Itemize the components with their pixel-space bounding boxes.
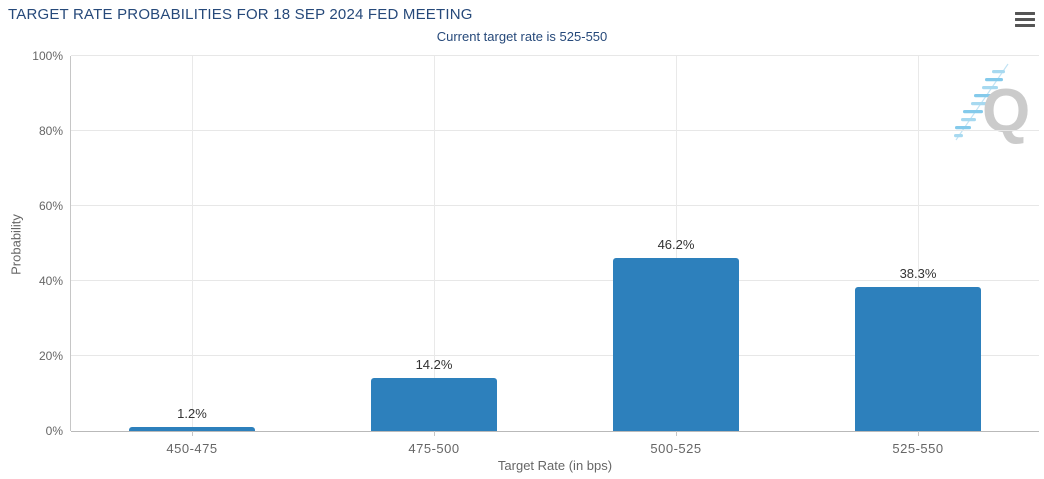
chart-subtitle: Current target rate is 525-550	[436, 29, 608, 44]
x-tick-label-475-500: 475-500	[408, 441, 460, 456]
x-tick-mark-525-550	[918, 431, 919, 436]
gridline-x-500-525	[676, 56, 677, 431]
bar-value-label-525-550: 38.3%	[899, 266, 937, 282]
bar-525-550[interactable]	[855, 287, 981, 431]
gridline-x-450-475	[192, 56, 193, 431]
hamburger-menu-icon	[1015, 23, 1035, 27]
gridline-y-80	[71, 130, 1039, 131]
y-tick-label-0: 0%	[45, 424, 63, 438]
bar-450-475[interactable]	[129, 426, 255, 431]
y-tick-label-60: 60%	[38, 199, 63, 213]
chart-context-menu-button[interactable]	[1013, 9, 1037, 29]
x-tick-label-525-550: 525-550	[892, 441, 944, 456]
x-tick-label-450-475: 450-475	[166, 441, 218, 456]
y-axis-title: Probability	[8, 214, 24, 275]
hamburger-menu-icon	[1015, 17, 1035, 21]
bar-475-500[interactable]	[371, 377, 497, 431]
gridline-y-20	[71, 355, 1039, 356]
watermark-q-letter: Q	[982, 77, 1030, 146]
gridline-y-100	[71, 55, 1039, 56]
plot-area: Q 1.2% 14.2% 46.2% 38.3%	[70, 55, 1039, 432]
x-tick-mark-450-475	[192, 431, 193, 436]
y-axis-line	[70, 56, 71, 431]
hamburger-menu-icon	[1015, 11, 1035, 15]
chart-title: TARGET RATE PROBABILITIES FOR 18 SEP 202…	[8, 6, 473, 23]
x-tick-mark-475-500	[434, 431, 435, 436]
y-tick-label-40: 40%	[38, 274, 63, 288]
x-tick-mark-500-525	[676, 431, 677, 436]
gridline-y-40	[71, 280, 1039, 281]
x-axis-line	[71, 431, 1039, 432]
x-axis-title: Target Rate (in bps)	[497, 458, 613, 473]
bar-500-525[interactable]	[613, 257, 739, 431]
gridline-y-60	[71, 205, 1039, 206]
y-tick-label-80: 80%	[38, 124, 63, 138]
y-tick-label-20: 20%	[38, 349, 63, 363]
bar-value-label-475-500: 14.2%	[415, 356, 453, 372]
gridline-x-475-500	[434, 56, 435, 431]
bar-value-label-500-525: 46.2%	[657, 236, 695, 252]
quikstrike-q-logo-watermark-icon: Q	[954, 63, 1030, 146]
bar-value-label-450-475: 1.2%	[177, 405, 207, 421]
y-tick-label-100: 100%	[32, 49, 63, 63]
gridline-x-525-550	[918, 56, 919, 431]
x-tick-label-500-525: 500-525	[650, 441, 702, 456]
